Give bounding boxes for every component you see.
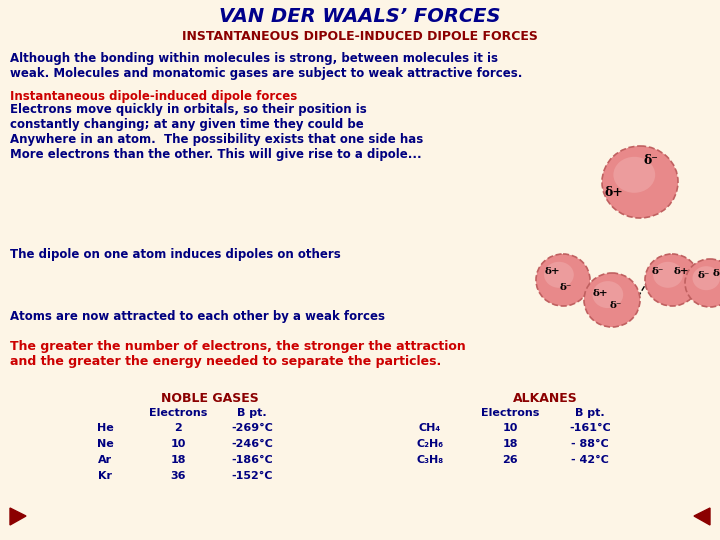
Text: -246°C: -246°C	[231, 439, 273, 449]
Ellipse shape	[584, 273, 640, 327]
Ellipse shape	[536, 254, 590, 306]
Polygon shape	[694, 508, 710, 525]
Text: 18: 18	[170, 455, 186, 465]
Ellipse shape	[645, 254, 699, 306]
Text: C₂H₆: C₂H₆	[416, 439, 444, 449]
Text: B pt.: B pt.	[575, 408, 605, 418]
Text: 36: 36	[170, 471, 186, 481]
Ellipse shape	[653, 262, 683, 288]
Text: δ⁻: δ⁻	[644, 154, 658, 167]
Text: 2: 2	[174, 423, 182, 433]
Text: INSTANTANEOUS DIPOLE-INDUCED DIPOLE FORCES: INSTANTANEOUS DIPOLE-INDUCED DIPOLE FORC…	[182, 30, 538, 43]
Polygon shape	[10, 508, 26, 525]
Text: B pt.: B pt.	[237, 408, 267, 418]
Text: NOBLE GASES: NOBLE GASES	[161, 392, 259, 405]
Ellipse shape	[613, 157, 655, 193]
Text: δ⁻: δ⁻	[610, 301, 622, 310]
Text: - 88°C: - 88°C	[571, 439, 609, 449]
Text: Atoms are now attracted to each other by a weak forces: Atoms are now attracted to each other by…	[10, 310, 385, 323]
Text: δ⁻: δ⁻	[560, 284, 572, 293]
Text: C₃H₈: C₃H₈	[416, 455, 444, 465]
Ellipse shape	[693, 266, 720, 290]
Text: δ+: δ+	[592, 288, 608, 298]
Text: Although the bonding within molecules is strong, between molecules it is
weak. M: Although the bonding within molecules is…	[10, 52, 523, 80]
Text: 10: 10	[171, 439, 186, 449]
Text: Ne: Ne	[96, 439, 113, 449]
Text: -152°C: -152°C	[231, 471, 273, 481]
Text: δ⁻: δ⁻	[652, 267, 664, 276]
Text: 26: 26	[502, 455, 518, 465]
Text: He: He	[96, 423, 113, 433]
Text: -161°C: -161°C	[569, 423, 611, 433]
Text: -186°C: -186°C	[231, 455, 273, 465]
Text: The greater the number of electrons, the stronger the attraction
and the greater: The greater the number of electrons, the…	[10, 340, 466, 368]
Ellipse shape	[544, 262, 574, 288]
Text: Kr: Kr	[98, 471, 112, 481]
Text: δ+: δ+	[544, 267, 560, 276]
Text: - 42°C: - 42°C	[571, 455, 609, 465]
Text: δ+: δ+	[605, 186, 624, 199]
Text: -269°C: -269°C	[231, 423, 273, 433]
Text: 10: 10	[503, 423, 518, 433]
Text: 18: 18	[503, 439, 518, 449]
Text: δ+: δ+	[673, 267, 689, 276]
Text: Instantaneous dipole-induced dipole forces: Instantaneous dipole-induced dipole forc…	[10, 90, 297, 103]
Text: CH₄: CH₄	[419, 423, 441, 433]
Ellipse shape	[593, 281, 624, 308]
Text: Electrons move quickly in orbitals, so their position is
constantly changing; at: Electrons move quickly in orbitals, so t…	[10, 103, 423, 161]
Text: Ar: Ar	[98, 455, 112, 465]
Text: Electrons: Electrons	[481, 408, 539, 418]
Text: δ+: δ+	[712, 269, 720, 279]
Ellipse shape	[685, 259, 720, 307]
Text: The dipole on one atom induces dipoles on others: The dipole on one atom induces dipoles o…	[10, 248, 341, 261]
Text: VAN DER WAALS’ FORCES: VAN DER WAALS’ FORCES	[220, 8, 500, 26]
Text: Electrons: Electrons	[149, 408, 207, 418]
Text: ALKANES: ALKANES	[513, 392, 577, 405]
Ellipse shape	[602, 146, 678, 218]
Text: δ⁻: δ⁻	[698, 272, 710, 280]
